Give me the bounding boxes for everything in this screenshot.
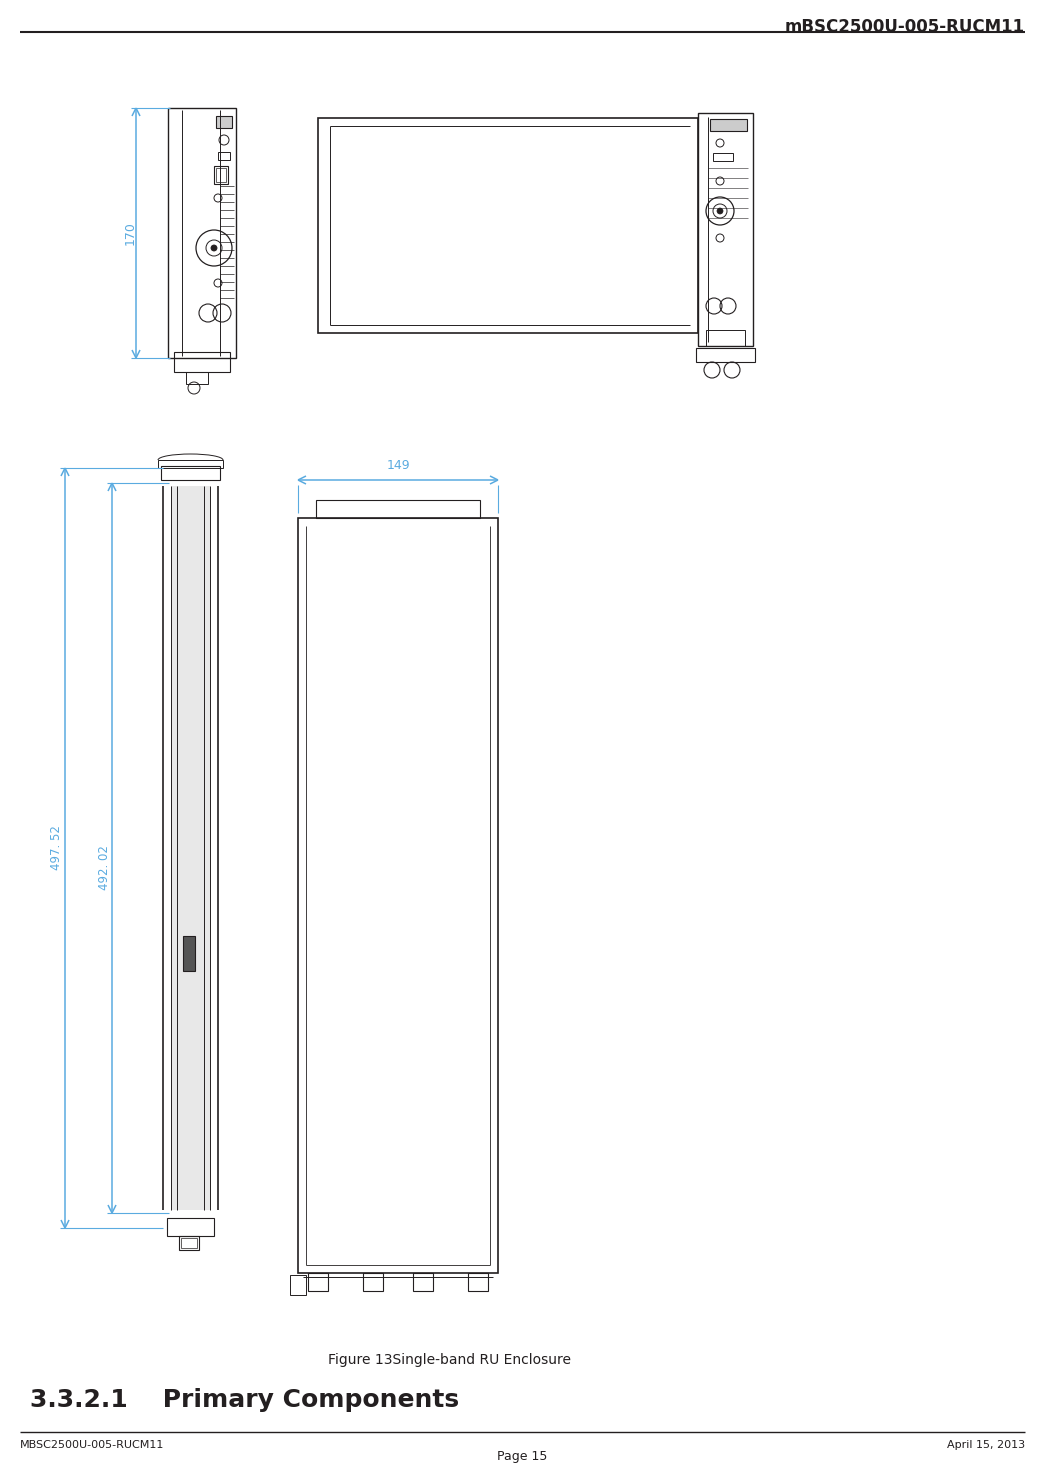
Bar — [167, 1217, 214, 1236]
Text: Figure 13Single-band RU Enclosure: Figure 13Single-band RU Enclosure — [328, 1353, 572, 1367]
Text: 170: 170 — [123, 221, 137, 244]
Bar — [186, 372, 208, 384]
Text: Page 15: Page 15 — [496, 1450, 548, 1463]
Bar — [181, 1238, 198, 1248]
Bar — [168, 107, 236, 358]
Bar — [468, 1273, 488, 1291]
Bar — [713, 153, 733, 160]
Bar — [158, 459, 223, 468]
Text: 3.3.2.1    Primary Components: 3.3.2.1 Primary Components — [30, 1388, 459, 1412]
Bar — [291, 1275, 306, 1295]
Bar — [183, 936, 195, 972]
Bar — [175, 352, 230, 372]
Bar — [308, 1273, 328, 1291]
Bar — [316, 500, 480, 518]
Circle shape — [211, 244, 217, 252]
Bar — [413, 1273, 433, 1291]
Bar — [696, 347, 754, 362]
Text: 492. 02: 492. 02 — [97, 845, 111, 891]
Bar — [218, 152, 230, 160]
Circle shape — [717, 208, 723, 213]
Bar — [298, 518, 498, 1273]
Text: 149: 149 — [387, 459, 410, 473]
Text: April 15, 2013: April 15, 2013 — [947, 1440, 1025, 1450]
Bar — [171, 486, 210, 1210]
Bar — [214, 166, 228, 184]
Text: 497. 52: 497. 52 — [50, 826, 64, 870]
Bar — [179, 1236, 199, 1250]
Text: mBSC2500U-005-RUCM11: mBSC2500U-005-RUCM11 — [785, 18, 1025, 35]
Bar — [161, 467, 220, 480]
Bar — [706, 330, 745, 346]
Bar — [698, 113, 753, 346]
Bar — [216, 168, 226, 183]
Bar — [318, 118, 698, 333]
Bar — [710, 119, 747, 131]
Bar — [363, 1273, 384, 1291]
Bar — [216, 116, 232, 128]
Text: MBSC2500U-005-RUCM11: MBSC2500U-005-RUCM11 — [20, 1440, 164, 1450]
